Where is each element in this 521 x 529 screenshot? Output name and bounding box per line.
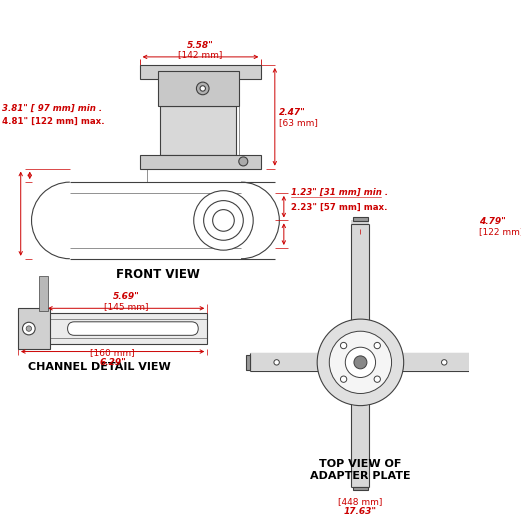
Text: 5.58": 5.58" bbox=[187, 41, 214, 50]
Text: [122 mm]: [122 mm] bbox=[479, 227, 521, 236]
Circle shape bbox=[345, 347, 376, 378]
Text: [142 mm]: [142 mm] bbox=[178, 51, 222, 60]
Circle shape bbox=[374, 342, 380, 349]
Circle shape bbox=[26, 326, 32, 331]
Bar bbox=[250, 353, 472, 371]
Text: 4.79": 4.79" bbox=[479, 217, 506, 226]
Text: ADAPTER PLATE: ADAPTER PLATE bbox=[310, 471, 411, 481]
Text: 5.69": 5.69" bbox=[113, 292, 140, 301]
Text: [448 mm]: [448 mm] bbox=[338, 498, 382, 507]
Text: 6.29": 6.29" bbox=[99, 358, 126, 367]
Text: FRONT VIEW: FRONT VIEW bbox=[116, 268, 200, 281]
FancyBboxPatch shape bbox=[68, 322, 198, 335]
Bar bbox=[352, 220, 369, 324]
Bar bbox=[246, 355, 250, 370]
Bar bbox=[45, 313, 207, 344]
Circle shape bbox=[200, 86, 205, 91]
Circle shape bbox=[329, 331, 392, 394]
Circle shape bbox=[196, 82, 209, 95]
Text: TOP VIEW OF: TOP VIEW OF bbox=[319, 459, 402, 469]
Bar bbox=[140, 65, 262, 78]
Bar bbox=[158, 71, 239, 106]
Bar bbox=[353, 217, 368, 221]
Circle shape bbox=[194, 191, 253, 250]
Circle shape bbox=[340, 342, 347, 349]
Bar bbox=[39, 276, 48, 311]
Bar bbox=[352, 406, 369, 487]
Bar bbox=[140, 155, 262, 169]
Text: 2.47": 2.47" bbox=[279, 108, 306, 117]
Circle shape bbox=[441, 360, 447, 365]
Circle shape bbox=[317, 319, 404, 406]
Bar bbox=[472, 355, 475, 370]
Text: 17.63": 17.63" bbox=[344, 507, 377, 516]
Circle shape bbox=[204, 200, 243, 240]
Circle shape bbox=[239, 157, 248, 166]
Text: 3.81" [ 97 mm] min .: 3.81" [ 97 mm] min . bbox=[2, 104, 102, 113]
Circle shape bbox=[340, 376, 347, 382]
Text: 1.23" [31 mm] min .: 1.23" [31 mm] min . bbox=[291, 188, 388, 197]
Text: 4.81" [122 mm] max.: 4.81" [122 mm] max. bbox=[2, 116, 104, 125]
Text: CHANNEL DETAIL VIEW: CHANNEL DETAIL VIEW bbox=[28, 362, 170, 372]
Text: [160 mm]: [160 mm] bbox=[90, 348, 135, 357]
Text: [145 mm]: [145 mm] bbox=[104, 302, 148, 311]
Circle shape bbox=[374, 376, 380, 382]
Bar bbox=[160, 106, 236, 155]
Text: [63 mm]: [63 mm] bbox=[279, 118, 318, 127]
Bar bbox=[353, 487, 368, 490]
Circle shape bbox=[22, 322, 35, 335]
Text: 2.23" [57 mm] max.: 2.23" [57 mm] max. bbox=[291, 203, 388, 212]
Circle shape bbox=[213, 209, 234, 231]
Bar bbox=[18, 308, 49, 349]
Circle shape bbox=[274, 360, 279, 365]
Circle shape bbox=[354, 356, 367, 369]
